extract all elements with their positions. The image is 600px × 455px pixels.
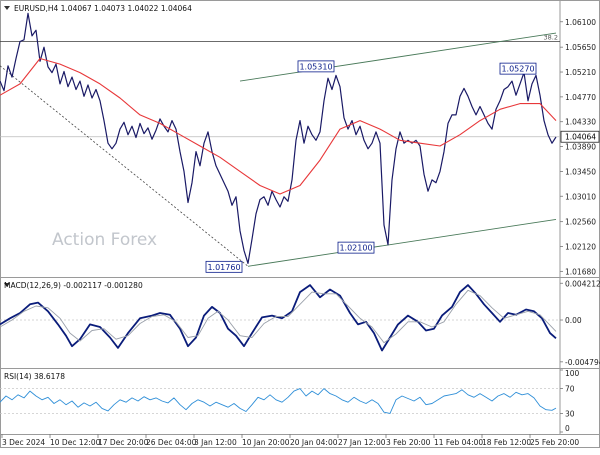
- rsi-tick-label: 0: [565, 424, 570, 433]
- price-close-line: [0, 12, 557, 264]
- annotation-box: [499, 62, 537, 75]
- annotation-label: 1.01760: [207, 263, 240, 272]
- time-tick-label: 3 Dec 2024: [2, 438, 45, 447]
- time-tick-label: 3 Jan 12:00: [194, 438, 237, 447]
- time-tick-label: 10 Jan 20:00: [242, 438, 290, 447]
- time-tick-label: 3 Feb 20:00: [386, 438, 431, 447]
- moving-average-line: [0, 57, 557, 195]
- rsi-tick-label: 100: [565, 369, 580, 378]
- dropdown-arrow-icon: [4, 283, 10, 287]
- rsi-tick-label: 70: [565, 385, 575, 394]
- watermark: Action Forex: [52, 230, 157, 250]
- annotation-box: [205, 260, 243, 273]
- annotation-label: 1.05310: [299, 62, 332, 71]
- price-tick-label: 1.02560: [565, 218, 596, 227]
- annotation-box: [337, 241, 375, 254]
- time-tick-label: 18 Feb 12:00: [482, 438, 531, 447]
- price-annotation: 1.02100: [337, 241, 375, 254]
- annotation-label: 1.02100: [339, 244, 372, 253]
- annotation-box: [297, 60, 335, 73]
- price-tick-label: 1.05650: [565, 43, 596, 52]
- price-tick-label: 1.04330: [565, 118, 596, 127]
- price-panel-title: EURUSD,H4 1.04067 1.04073 1.04022 1.0406…: [14, 4, 192, 13]
- price-tick-label: 1.03890: [565, 143, 596, 152]
- rsi-panel-title: RSI(14) 38.6178: [4, 372, 65, 381]
- macd-panel-title: MACD(12,26,9) -0.002117 -0.001280: [4, 281, 143, 290]
- annotation-label: 1.05270: [501, 65, 534, 74]
- fib-level-label: 38.2: [544, 34, 558, 42]
- macd-line: [0, 284, 557, 352]
- dropdown-arrow-icon: [4, 6, 10, 10]
- time-tick-label: 11 Feb 04:00: [434, 438, 483, 447]
- time-tick-label: 10 Dec 12:00: [50, 438, 101, 447]
- price-tick-label: 1.03010: [565, 192, 596, 201]
- rsi-tick-label: 30: [565, 409, 575, 418]
- time-tick-label: 25 Feb 20:00: [530, 438, 579, 447]
- time-tick-label: 27 Jan 12:00: [338, 438, 386, 447]
- price-annotation: 1.05270: [499, 62, 537, 75]
- price-tick-label: 1.02120: [565, 243, 596, 252]
- signal-line: [0, 289, 557, 344]
- macd-tick-label: -0.004794: [565, 358, 600, 367]
- price-tick-label: 1.05210: [565, 68, 596, 77]
- price-tick-label: 1.01680: [565, 267, 596, 276]
- macd-tick-label: 0.004212: [565, 279, 600, 288]
- price-tick-label: 1.06100: [565, 18, 596, 27]
- time-tick-label: 20 Jan 04:00: [290, 438, 338, 447]
- price-tick-label: 1.03450: [565, 167, 596, 176]
- current-price-label: 1.04064: [565, 133, 596, 142]
- channel-line: [247, 218, 557, 267]
- macd-tick-label: 0.00: [565, 316, 582, 325]
- price-annotation: 1.05310: [297, 60, 335, 73]
- current-price-tag: [560, 130, 600, 143]
- price-annotation: 1.01760: [205, 260, 243, 273]
- dashed-trend-line: [0, 65, 249, 267]
- rsi-line: [0, 388, 557, 414]
- time-tick-label: 17 Dec 20:00: [98, 438, 149, 447]
- time-tick-label: 26 Dec 04:00: [146, 438, 197, 447]
- channel-line: [239, 32, 557, 82]
- price-tick-label: 1.04770: [565, 93, 596, 102]
